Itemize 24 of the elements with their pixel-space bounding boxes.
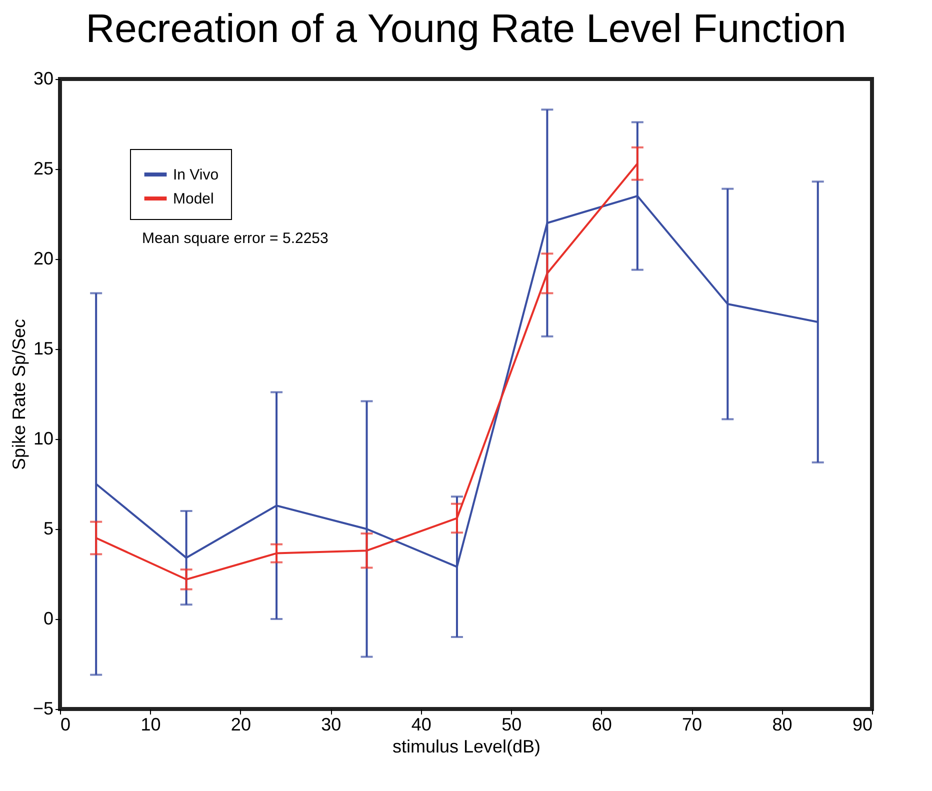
chart-title: Recreation of a Young Rate Level Function [86,7,846,51]
x-tick-label: 40 [411,714,432,734]
y-tick-label: 10 [33,428,54,448]
y-tick-label: 30 [33,68,54,88]
y-tick-label: −5 [32,698,54,718]
x-tick-label: 50 [502,714,522,734]
x-tick-label: 20 [230,714,251,734]
x-tick-label: 70 [682,714,702,734]
x-tick-label: 80 [772,714,792,734]
y-tick-label: 15 [33,338,54,358]
x-tick-label: 0 [60,714,71,734]
y-tick-label: 0 [43,608,54,628]
y-tick-label: 20 [33,248,54,268]
x-tick-label: 30 [321,714,342,734]
legend-label: Model [173,190,214,208]
y-tick-label: 25 [33,158,54,178]
x-tick-label: 10 [140,714,161,734]
legend-label: In Vivo [173,166,219,184]
annotation: Mean square error = 5.2253 [142,230,328,247]
y-tick-label: 5 [43,518,54,538]
y-axis-title: Spike Rate Sp/Sec [8,318,29,470]
x-tick-label: 90 [852,714,872,734]
x-axis-title: stimulus Level(dB) [392,736,541,756]
x-tick-label: 60 [592,714,612,734]
